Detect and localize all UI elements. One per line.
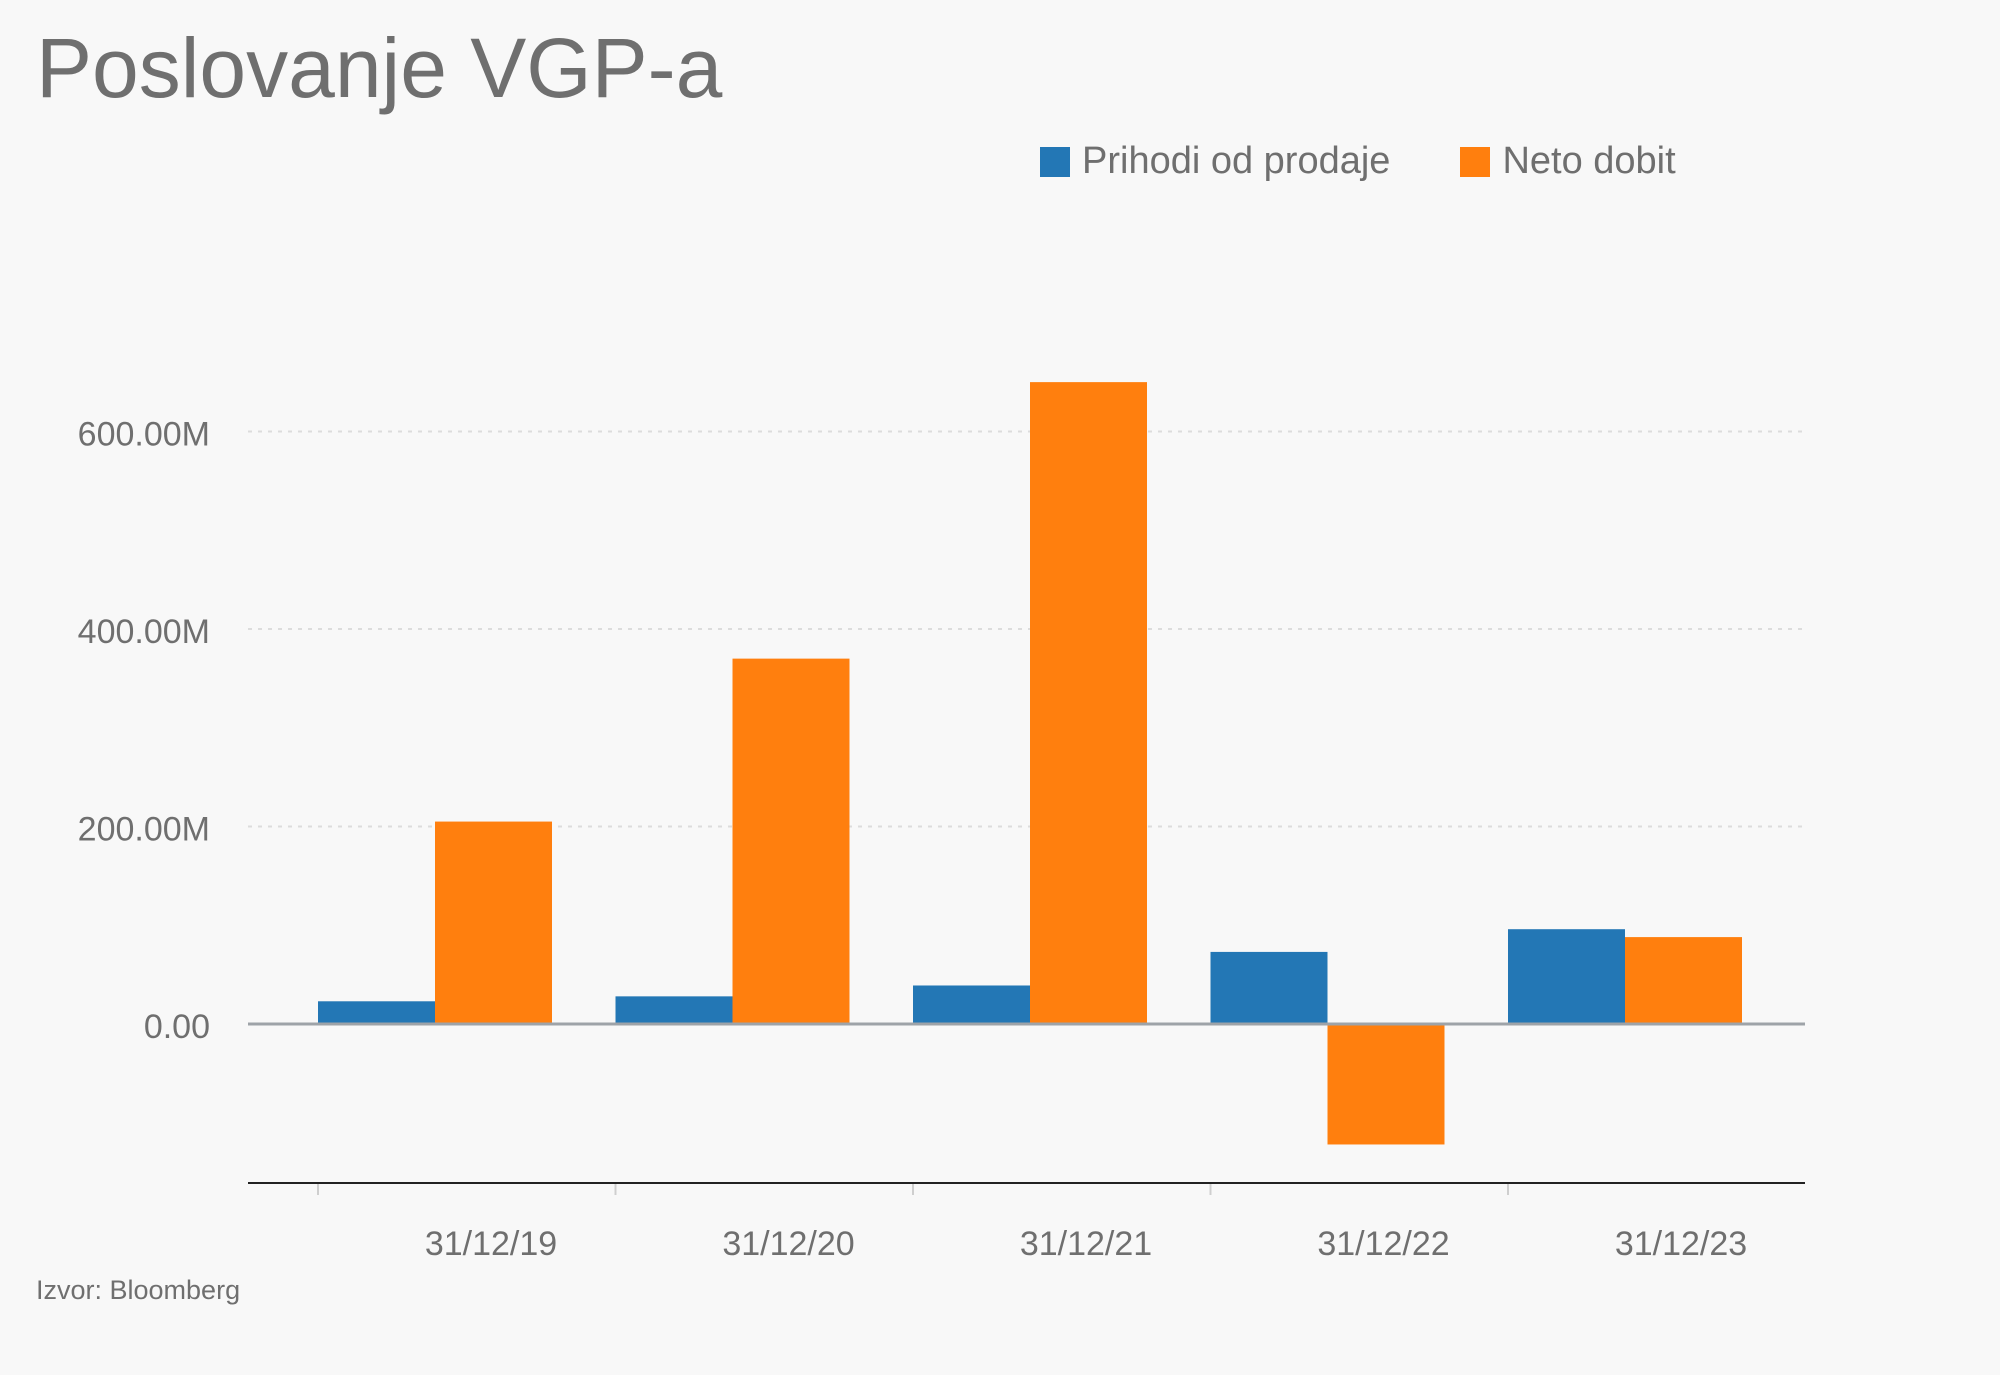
x-tick-label: 31/12/22 xyxy=(1317,1225,1449,1263)
legend-label-net-profit: Neto dobit xyxy=(1502,140,1676,182)
y-tick-label: 200.00M xyxy=(78,811,210,849)
chart-title: Poslovanje VGP-a xyxy=(36,21,723,115)
bar-net-profit xyxy=(732,658,850,1024)
legend: Prihodi od prodaje Neto dobit xyxy=(1040,140,1676,183)
bar-net-profit xyxy=(1030,382,1147,1024)
bar-net-profit xyxy=(435,821,552,1024)
legend-swatch-net-profit xyxy=(1460,146,1491,177)
x-tick-label: 31/12/21 xyxy=(1020,1225,1152,1263)
bar-revenue xyxy=(1508,929,1625,1024)
source-note: Izvor: Bloomberg xyxy=(36,1275,241,1305)
legend-swatch-revenue xyxy=(1040,146,1070,177)
y-tick-label: 400.00M xyxy=(78,613,210,651)
legend-item-revenue: Prihodi od prodaje xyxy=(1040,140,1390,183)
y-tick-label: 600.00M xyxy=(78,416,210,454)
bar-net-profit xyxy=(1625,937,1742,1024)
bar-revenue xyxy=(615,996,733,1024)
bar-revenue xyxy=(318,1001,435,1024)
x-tick-label: 31/12/20 xyxy=(722,1225,854,1263)
bar-net-profit xyxy=(1327,1024,1445,1145)
bar-revenue xyxy=(913,985,1030,1024)
bar-revenue xyxy=(1210,951,1328,1024)
x-tick-label: 31/12/19 xyxy=(425,1225,557,1263)
y-tick-label: 0.00 xyxy=(144,1008,210,1046)
legend-label-revenue: Prihodi od prodaje xyxy=(1082,140,1391,182)
legend-item-net-profit: Neto dobit xyxy=(1460,140,1676,183)
x-tick-label: 31/12/23 xyxy=(1615,1225,1747,1263)
